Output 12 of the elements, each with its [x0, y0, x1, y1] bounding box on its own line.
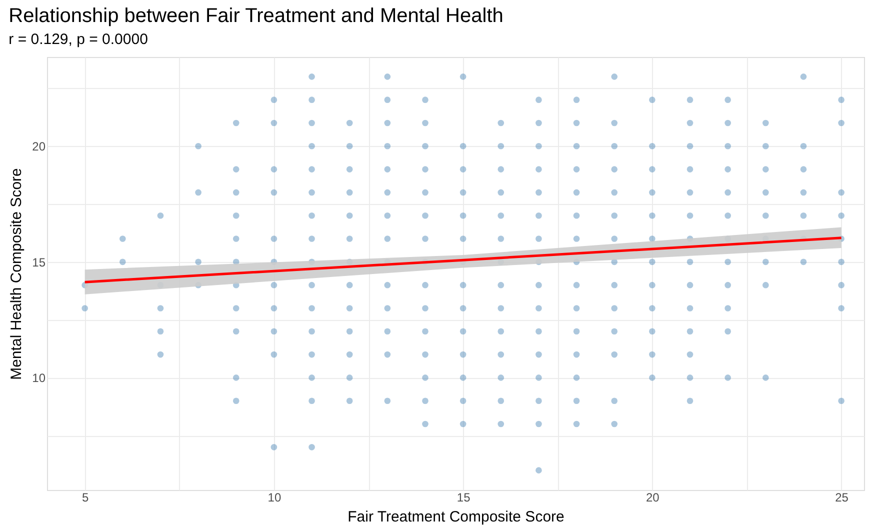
x-tick-label: 20 [646, 490, 660, 504]
x-tick-label: 15 [456, 490, 471, 504]
x-axis-title: Fair Treatment Composite Score [348, 508, 564, 526]
chart-title: Relationship between Fair Treatment and Mental Health [8, 5, 504, 27]
x-tick-label: 25 [835, 490, 849, 504]
y-axis-title: Mental Health Composite Score [8, 168, 26, 380]
y-tick-label: 15 [32, 255, 46, 270]
x-tick-label: 5 [82, 490, 89, 504]
y-tick-label: 10 [32, 371, 46, 386]
chart-subtitle: r = 0.129, p = 0.0000 [8, 31, 148, 48]
x-tick-label: 10 [268, 490, 282, 504]
y-tick-label: 20 [32, 140, 46, 154]
